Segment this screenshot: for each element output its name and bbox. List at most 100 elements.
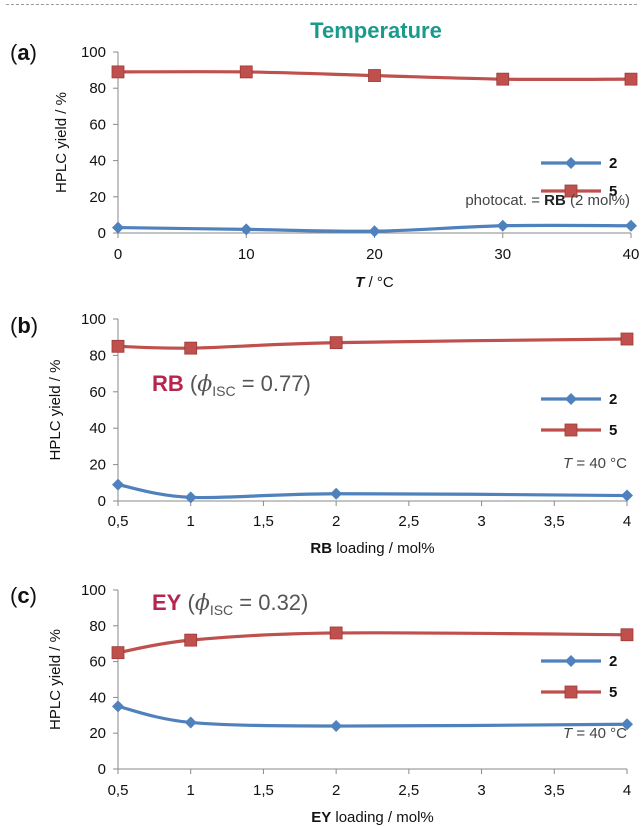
y-tick-label: 60 xyxy=(89,116,106,133)
temperature-note-text: = 40 °C xyxy=(572,455,627,472)
annotation-photocatalyst: EY xyxy=(152,590,182,615)
x-tick-label: 1,5 xyxy=(253,782,274,799)
temperature-note-symbol: T xyxy=(563,725,574,742)
top-dashed-divider xyxy=(6,4,637,5)
annotation: photocat. = RB (2 mol%) xyxy=(465,192,630,209)
legend-label-5: 5 xyxy=(609,183,617,200)
temperature-note-text: = 40 °C xyxy=(572,725,627,742)
annotation: RB (ϕISC = 0.77) xyxy=(152,371,311,399)
data-point-series-2 xyxy=(184,716,197,729)
panel-label-close: ) xyxy=(30,583,37,608)
data-point-series-2 xyxy=(330,487,343,500)
panel-label: (b) xyxy=(10,313,38,338)
data-point-series-5 xyxy=(620,332,634,346)
x-axis-label-bold: RB xyxy=(310,540,332,557)
x-tick-label: 3,5 xyxy=(544,513,565,530)
x-axis-label-symbol: T xyxy=(355,274,366,291)
legend-label-2: 2 xyxy=(609,653,617,670)
legend-marker-5 xyxy=(564,423,578,437)
data-point-series-5 xyxy=(184,633,198,647)
annotation-open: ( xyxy=(181,590,195,615)
x-tick-label: 4 xyxy=(623,513,631,530)
annotation-photocatalyst: RB xyxy=(152,371,184,396)
series-line-2 xyxy=(117,483,628,500)
y-axis-label: HPLC yield / % xyxy=(47,629,64,730)
y-tick-label: 80 xyxy=(89,347,106,364)
x-tick-label: 2 xyxy=(332,782,340,799)
y-tick-label: 20 xyxy=(89,725,106,742)
data-point-series-2 xyxy=(621,718,633,731)
panel-label-open: ( xyxy=(10,40,18,65)
legend-label-2: 2 xyxy=(609,391,617,408)
data-point-series-2 xyxy=(112,700,124,713)
panel-label-letter: a xyxy=(17,40,30,65)
legend-marker-2 xyxy=(565,157,577,169)
panel-label: (c) xyxy=(10,583,37,608)
x-tick-label: 1 xyxy=(187,513,195,530)
series-line-5 xyxy=(117,337,628,350)
data-point-series-2 xyxy=(184,491,197,504)
y-tick-label: 60 xyxy=(89,654,106,671)
x-tick-label: 0,5 xyxy=(108,782,129,799)
annotation-bold: RB xyxy=(544,192,566,209)
data-point-series-5 xyxy=(111,339,125,353)
legend-marker-2 xyxy=(565,655,577,667)
panel-label-open: ( xyxy=(10,313,18,338)
x-axis-label: RB loading / mol% xyxy=(310,540,434,557)
data-point-series-5 xyxy=(620,628,634,642)
x-tick-label: 0,5 xyxy=(108,513,129,530)
data-point-series-2 xyxy=(496,219,509,232)
y-tick-label: 20 xyxy=(89,457,106,474)
x-tick-label: 0 xyxy=(114,246,122,263)
data-point-series-5 xyxy=(329,626,343,640)
x-tick-label: 30 xyxy=(494,246,511,263)
y-tick-label: 40 xyxy=(89,153,106,170)
x-tick-label: 4 xyxy=(623,782,631,799)
x-tick-label: 2,5 xyxy=(398,513,419,530)
x-axis-label-text: / °C xyxy=(364,274,394,291)
y-tick-label: 20 xyxy=(89,189,106,206)
panel-label-open: ( xyxy=(10,583,18,608)
data-point-series-2 xyxy=(240,223,253,236)
data-point-series-5 xyxy=(111,646,125,660)
x-tick-label: 40 xyxy=(623,246,640,263)
annotation-suffix: (2 mol%) xyxy=(566,192,630,209)
y-tick-label: 0 xyxy=(98,761,106,778)
data-point-series-5 xyxy=(184,341,198,355)
x-axis-label-text: loading / mol% xyxy=(332,540,435,557)
y-axis-label: HPLC yield / % xyxy=(47,360,64,461)
panel-label: (a) xyxy=(10,40,37,65)
y-tick-label: 100 xyxy=(81,44,106,61)
y-tick-label: 60 xyxy=(89,384,106,401)
x-tick-label: 2,5 xyxy=(398,782,419,799)
x-axis-label-bold: EY xyxy=(311,809,331,826)
y-tick-label: 100 xyxy=(81,311,106,328)
x-tick-label: 2 xyxy=(332,513,340,530)
y-tick-label: 40 xyxy=(89,689,106,706)
data-point-series-2 xyxy=(330,720,343,733)
y-tick-label: 0 xyxy=(98,493,106,510)
annotation-open: ( xyxy=(184,371,198,396)
data-point-series-5 xyxy=(368,69,381,82)
annotation-subscript: ISC xyxy=(212,383,235,399)
legend-marker-5 xyxy=(564,184,578,198)
data-point-series-5 xyxy=(239,65,253,79)
data-point-series-2 xyxy=(621,489,633,502)
annotation-phi: ϕ xyxy=(195,591,210,616)
x-tick-label: 10 xyxy=(238,246,255,263)
series-line-5 xyxy=(117,631,628,655)
annotation-value: = 0.77) xyxy=(236,371,311,396)
chart-title: Temperature xyxy=(310,18,442,43)
data-point-series-5 xyxy=(496,72,510,86)
temperature-note-symbol: T xyxy=(563,455,574,472)
legend-label-5: 5 xyxy=(609,422,617,439)
data-point-series-2 xyxy=(112,221,124,234)
legend-label-2: 2 xyxy=(609,155,617,172)
annotation-phi: ϕ xyxy=(197,372,212,397)
data-point-series-2 xyxy=(368,225,381,238)
panel-label-close: ) xyxy=(30,40,37,65)
panel-label-letter: c xyxy=(17,583,29,608)
y-tick-label: 80 xyxy=(89,80,106,97)
